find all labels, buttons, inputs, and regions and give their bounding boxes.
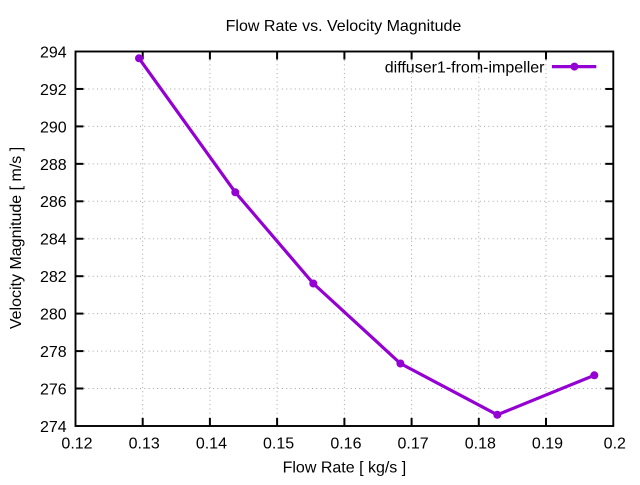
svg-text:Velocity Magnitude [ m/s ]: Velocity Magnitude [ m/s ] <box>8 147 25 329</box>
svg-text:0.19: 0.19 <box>532 436 563 453</box>
svg-text:284: 284 <box>40 232 67 249</box>
svg-text:288: 288 <box>40 157 67 174</box>
svg-text:0.13: 0.13 <box>129 436 160 453</box>
svg-text:Flow Rate vs. Velocity Magnitu: Flow Rate vs. Velocity Magnitude <box>226 18 462 35</box>
svg-text:290: 290 <box>40 119 67 136</box>
svg-text:0.18: 0.18 <box>465 436 496 453</box>
svg-text:276: 276 <box>40 381 67 398</box>
svg-text:Flow Rate [ kg/s ]: Flow Rate [ kg/s ] <box>283 460 407 477</box>
svg-text:0.16: 0.16 <box>330 436 361 453</box>
svg-text:0.14: 0.14 <box>196 436 227 453</box>
svg-text:278: 278 <box>40 344 67 361</box>
svg-text:0.17: 0.17 <box>398 436 429 453</box>
svg-text:0.15: 0.15 <box>263 436 294 453</box>
svg-text:282: 282 <box>40 269 67 286</box>
svg-text:286: 286 <box>40 194 67 211</box>
svg-text:292: 292 <box>40 82 67 99</box>
svg-text:diffuser1-from-impeller: diffuser1-from-impeller <box>385 59 545 76</box>
svg-text:0.2: 0.2 <box>604 436 626 453</box>
svg-text:0.12: 0.12 <box>61 436 92 453</box>
svg-text:280: 280 <box>40 307 67 324</box>
svg-text:274: 274 <box>40 419 67 436</box>
svg-text:294: 294 <box>40 44 67 61</box>
